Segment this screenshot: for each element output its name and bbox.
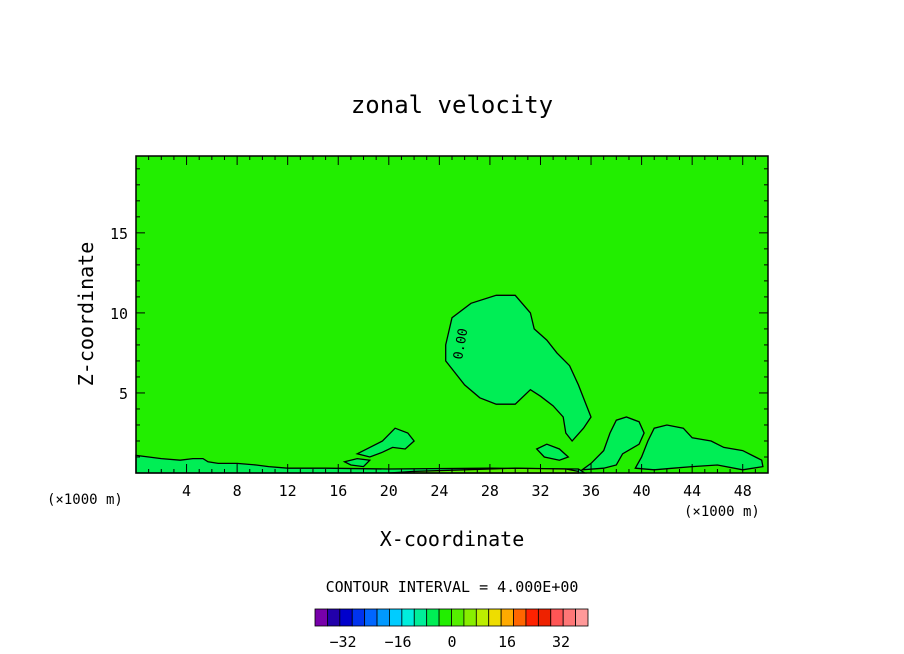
colorbar-swatch bbox=[426, 608, 440, 627]
colorbar-tick-label: −32 bbox=[329, 633, 356, 651]
colorbar-swatch bbox=[364, 608, 378, 627]
colorbar-tick-label: 32 bbox=[552, 633, 570, 651]
x-tick-label: 36 bbox=[582, 482, 600, 500]
colorbar-swatch bbox=[438, 608, 452, 627]
contour-interval-text: CONTOUR INTERVAL = 4.000E+00 bbox=[326, 578, 579, 596]
x-tick-label: 4 bbox=[182, 482, 191, 500]
contour-region-lower-right-1 bbox=[579, 416, 645, 471]
y-tick-label: 15 bbox=[110, 225, 128, 243]
x-tick-label: 8 bbox=[233, 482, 242, 500]
colorbar-swatch bbox=[451, 608, 465, 627]
plot-background bbox=[136, 156, 768, 473]
x-tick-label: 40 bbox=[633, 482, 651, 500]
chart-title: zonal velocity bbox=[351, 91, 553, 119]
x-unit-left: (×1000 m) bbox=[47, 492, 123, 508]
colorbar-swatch bbox=[500, 608, 514, 627]
colorbar-swatch bbox=[575, 608, 589, 627]
x-tick-label: 12 bbox=[279, 482, 297, 500]
x-tick-label: 48 bbox=[734, 482, 752, 500]
y-tick-label: 5 bbox=[119, 385, 128, 403]
colorbar-swatch bbox=[314, 608, 328, 627]
colorbar-swatch bbox=[475, 608, 490, 627]
y-tick-labels: 5 10 15 bbox=[110, 225, 128, 403]
x-tick-label: 44 bbox=[683, 482, 701, 500]
contour-region-mid-patch-2 bbox=[342, 457, 372, 468]
colorbar-swatch bbox=[401, 608, 415, 627]
plot-area: 0.00 bbox=[135, 155, 769, 474]
colorbar-tick-label: −16 bbox=[384, 633, 411, 651]
x-unit-right: (×1000 m) bbox=[684, 504, 760, 520]
colorbar-swatch bbox=[488, 608, 502, 627]
colorbar-swatch bbox=[376, 608, 390, 627]
colorbar-tick-label: 16 bbox=[498, 633, 516, 651]
contour-label: 0.00 bbox=[451, 327, 471, 360]
contour-region-mid-patch-3 bbox=[535, 443, 570, 461]
y-axis-label: Z-coordinate bbox=[74, 242, 98, 387]
x-tick-label: 16 bbox=[329, 482, 347, 500]
colorbar-tick-label: 0 bbox=[447, 633, 456, 651]
colorbar-swatch bbox=[339, 608, 353, 627]
x-tick-label: 20 bbox=[380, 482, 398, 500]
colorbar-swatch bbox=[513, 608, 527, 627]
x-tick-labels: 4 8 12 16 20 24 28 32 36 40 44 48 bbox=[182, 482, 752, 500]
contour-region-mid-patch-1 bbox=[355, 427, 415, 458]
colorbar-swatch bbox=[413, 608, 428, 627]
x-tick-label: 32 bbox=[531, 482, 549, 500]
colorbar-swatch bbox=[537, 608, 552, 627]
colorbar-swatch bbox=[351, 608, 366, 627]
colorbar-swatch bbox=[463, 608, 477, 627]
colorbar-swatch bbox=[327, 608, 341, 627]
contour-regions bbox=[135, 294, 764, 474]
colorbar-swatch bbox=[562, 608, 576, 627]
colorbar-swatch bbox=[389, 608, 403, 627]
colorbar-swatch bbox=[525, 608, 539, 627]
contour-region-upper-blob bbox=[445, 294, 592, 443]
axis-ticks bbox=[136, 156, 768, 473]
x-tick-label: 24 bbox=[430, 482, 448, 500]
x-axis-label: X-coordinate bbox=[380, 527, 525, 551]
x-tick-label: 28 bbox=[481, 482, 499, 500]
colorbar-tick-labels: −32 −16 0 16 32 bbox=[329, 633, 570, 651]
colorbar-swatch bbox=[550, 608, 564, 627]
y-tick-label: 10 bbox=[110, 305, 128, 323]
colorbar bbox=[314, 608, 589, 627]
